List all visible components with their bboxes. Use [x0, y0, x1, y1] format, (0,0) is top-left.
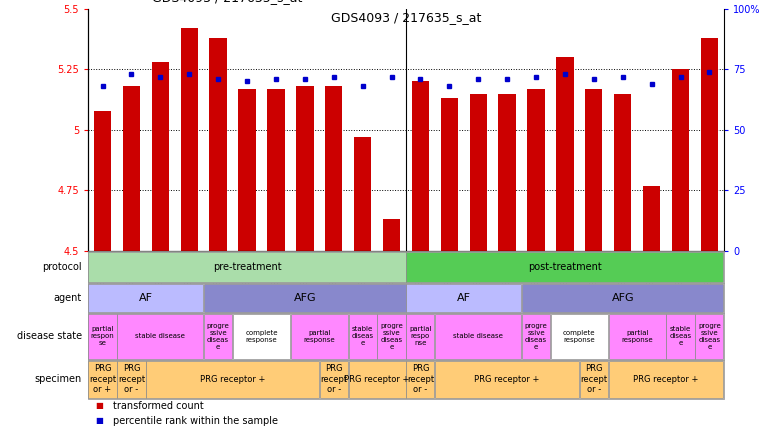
Text: GDS4093 / 217635_s_at: GDS4093 / 217635_s_at	[152, 0, 302, 4]
Bar	[672, 69, 689, 251]
Text: progre
ssive
diseas
e: progre ssive diseas e	[207, 323, 230, 350]
Bar	[701, 38, 718, 251]
Text: transformed count: transformed count	[113, 401, 203, 411]
Text: PRG receptor +: PRG receptor +	[345, 375, 410, 384]
Text: stable
diseas
e: stable diseas e	[352, 326, 374, 346]
Text: ▶: ▶	[91, 332, 97, 341]
Text: GDS4093 / 217635_s_at: GDS4093 / 217635_s_at	[331, 11, 481, 24]
Text: PRG receptor +: PRG receptor +	[474, 375, 540, 384]
Text: agent: agent	[54, 293, 82, 303]
Text: post-treatment: post-treatment	[528, 262, 602, 272]
Text: progre
ssive
diseas
e: progre ssive diseas e	[525, 323, 548, 350]
Text: PRG
recept
or -: PRG recept or -	[407, 364, 434, 394]
Text: PRG receptor +: PRG receptor +	[633, 375, 699, 384]
Bar	[470, 94, 487, 251]
Text: PRG
recept
or -: PRG recept or -	[581, 364, 607, 394]
Text: ■: ■	[96, 416, 103, 425]
Text: partial
respo
nse: partial respo nse	[409, 326, 432, 346]
Text: progre
ssive
diseas
e: progre ssive diseas e	[698, 323, 721, 350]
Bar	[556, 57, 574, 251]
Bar	[354, 137, 372, 251]
Bar	[267, 89, 285, 251]
Text: disease state: disease state	[17, 331, 82, 341]
Bar	[123, 86, 140, 251]
Text: specimen: specimen	[34, 374, 82, 384]
Text: stable disease: stable disease	[453, 333, 503, 339]
Text: ▶: ▶	[91, 262, 97, 271]
Bar	[614, 94, 631, 251]
Bar	[325, 86, 342, 251]
Bar	[383, 219, 400, 251]
Text: protocol: protocol	[42, 262, 82, 272]
Text: pre-treatment: pre-treatment	[213, 262, 281, 272]
Bar	[296, 86, 313, 251]
Text: ▶: ▶	[91, 293, 97, 302]
Text: stable
diseas
e: stable diseas e	[669, 326, 692, 346]
Text: AFG: AFG	[293, 293, 316, 303]
Text: complete
response: complete response	[563, 330, 596, 343]
Bar	[94, 111, 111, 251]
Text: AF: AF	[457, 293, 471, 303]
Text: partial
response: partial response	[303, 330, 335, 343]
Bar	[499, 94, 516, 251]
Bar	[181, 28, 198, 251]
Text: AFG: AFG	[611, 293, 634, 303]
Text: partial
response: partial response	[621, 330, 653, 343]
Text: PRG
recept
or +: PRG recept or +	[89, 364, 116, 394]
Bar	[209, 38, 227, 251]
Text: ▶: ▶	[91, 375, 97, 384]
Text: PRG
recept
or -: PRG recept or -	[118, 364, 145, 394]
Bar	[643, 186, 660, 251]
Text: percentile rank within the sample: percentile rank within the sample	[113, 416, 277, 427]
Text: ■: ■	[96, 401, 103, 410]
Text: progre
ssive
diseas
e: progre ssive diseas e	[380, 323, 403, 350]
Bar	[152, 62, 169, 251]
Bar	[527, 89, 545, 251]
Text: stable disease: stable disease	[136, 333, 185, 339]
Text: AF: AF	[139, 293, 153, 303]
Bar	[412, 82, 429, 251]
Text: PRG
recept
or -: PRG recept or -	[320, 364, 347, 394]
Bar	[585, 89, 603, 251]
Bar	[440, 99, 458, 251]
Text: PRG receptor +: PRG receptor +	[200, 375, 265, 384]
Text: complete
response: complete response	[245, 330, 278, 343]
Text: partial
respon
se: partial respon se	[90, 326, 114, 346]
Bar	[238, 89, 256, 251]
